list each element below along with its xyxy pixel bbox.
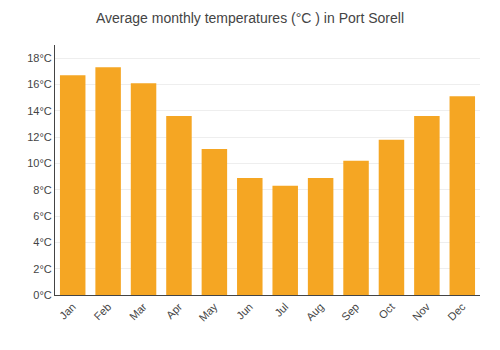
svg-text:12°C: 12°C — [27, 131, 52, 143]
svg-text:14°C: 14°C — [27, 105, 52, 117]
svg-text:Nov: Nov — [410, 300, 433, 323]
svg-text:Apr: Apr — [164, 300, 185, 321]
svg-text:Oct: Oct — [376, 301, 397, 322]
svg-text:Sep: Sep — [339, 301, 361, 323]
svg-text:18°C: 18°C — [27, 52, 52, 64]
svg-text:May: May — [197, 300, 221, 324]
svg-text:0°C: 0°C — [33, 289, 52, 301]
svg-text:10°C: 10°C — [27, 157, 52, 169]
svg-text:Jun: Jun — [234, 301, 255, 322]
svg-text:6°C: 6°C — [33, 210, 52, 222]
svg-text:Dec: Dec — [445, 300, 468, 323]
svg-text:8°C: 8°C — [33, 184, 52, 196]
svg-text:Aug: Aug — [304, 301, 326, 323]
svg-text:Average monthly temperatures (: Average monthly temperatures (°C ) in Po… — [96, 10, 404, 26]
svg-text:2°C: 2°C — [33, 263, 52, 275]
svg-text:Feb: Feb — [92, 301, 114, 323]
svg-text:4°C: 4°C — [33, 236, 52, 248]
svg-text:Jan: Jan — [57, 301, 78, 322]
svg-text:Jul: Jul — [272, 301, 290, 319]
svg-text:Mar: Mar — [127, 300, 149, 322]
svg-text:16°C: 16°C — [27, 78, 52, 90]
